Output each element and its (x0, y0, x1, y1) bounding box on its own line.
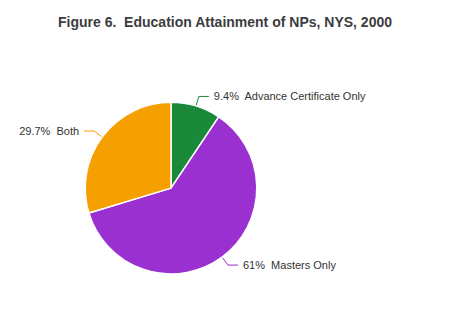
svg-text:Figure 6. Education Attainmen: Figure 6. Education Attainment of NPs, N… (58, 14, 392, 30)
svg-text:61% Masters Only: 61% Masters Only (243, 259, 336, 271)
svg-text:9.4% Advance Certificate Only: 9.4% Advance Certificate Only (214, 90, 366, 102)
svg-text:29.7% Both: 29.7% Both (19, 125, 79, 137)
